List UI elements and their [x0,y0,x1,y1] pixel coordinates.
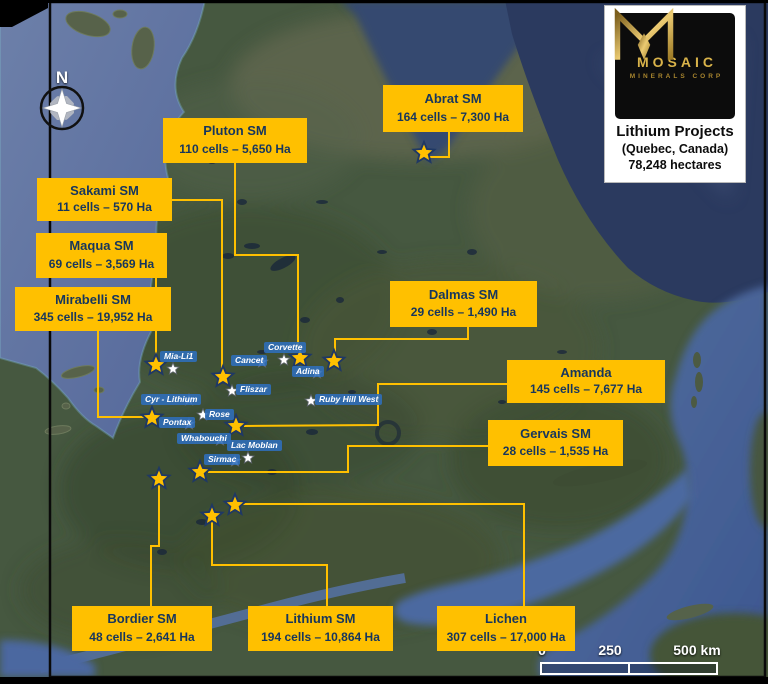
callout-maqua: Maqua SM 69 cells – 3,569 Ha [36,233,167,278]
callout-sakami: Sakami SM 11 cells – 570 Ha [37,178,172,221]
leader-dalmas [334,326,469,355]
project-name: Dalmas SM [428,286,499,302]
project-stats: 164 cells – 7,300 Ha [396,110,510,125]
leader-pluton [234,162,299,353]
leader-sakami [172,199,223,371]
project-name: Abrat SM [424,91,482,107]
deposit-label-mia-li1: Mia-Li1 [160,351,198,363]
project-stats: 28 cells – 1,535 Ha [502,444,609,459]
deposit-label-sirmac: Sirmac [204,454,241,466]
leader-lichen [242,503,525,606]
callout-abrat: Abrat SM 164 cells – 7,300 Ha [383,85,523,132]
compass-north-label: N [55,68,69,87]
project-stats: 145 cells – 7,677 Ha [529,382,643,397]
callout-lithium: Lithium SM 194 cells – 10,864 Ha [248,606,393,651]
callout-dalmas: Dalmas SM 29 cells – 1,490 Ha [390,281,537,327]
brand-subtitle: MINERALS CORP [629,72,724,80]
logo-card: MOSAIC MINERALS CORP Lithium Projects (Q… [604,5,746,183]
callout-lichen: Lichen 307 cells – 17,000 Ha [437,606,575,651]
islands [44,9,155,435]
callout-gervais: Gervais SM 28 cells – 1,535 Ha [488,420,623,466]
scale-tick-500: 500 km [673,642,721,658]
leader-lithium [211,522,328,606]
mosaic-logo: MOSAIC MINERALS CORP [614,7,735,119]
leader-bordier [150,485,160,606]
project-name: Gervais SM [520,425,591,441]
leader-gervais [208,445,488,473]
callout-amanda: Amanda 145 cells – 7,677 Ha [507,360,665,403]
estuary-water [394,468,692,626]
card-total-area: 78,248 hectares [628,158,722,172]
gulf-water [538,285,768,684]
card-region: (Quebec, Canada) [621,142,729,156]
project-name: Lithium SM [285,611,356,627]
leader-abrat [430,131,450,158]
leader-mirabelli [97,330,145,418]
project-name: Maqua SM [69,238,134,254]
scale-tick-250: 250 [598,642,622,658]
deposit-label-adina: Adina [292,366,324,378]
card-title: Lithium Projects [616,123,734,140]
project-stats: 307 cells – 17,000 Ha [446,629,566,644]
project-stats: 11 cells – 570 Ha [57,200,152,215]
brand-name: MOSAIC [637,53,717,70]
project-stats: 29 cells – 1,490 Ha [410,305,517,320]
deposit-label-lac-moblan: Lac Moblan [227,440,282,452]
callout-bordier: Bordier SM 48 cells – 2,641 Ha [72,606,212,651]
mosaic-m-icon [614,7,674,60]
bottom-edge [0,677,768,684]
scale-bar [540,662,718,675]
deposit-label-whabouchi: Whabouchi [177,433,231,445]
project-stats: 194 cells – 10,864 Ha [261,629,380,644]
callout-mirabelli: Mirabelli SM 345 cells – 19,952 Ha [15,287,171,331]
corner-black [0,0,48,27]
deposit-label-rose: Rose [205,409,234,421]
deposit-label-corvette: Corvette [264,342,307,354]
deposit-label-fliszar: Fliszar [236,384,271,396]
project-name: Bordier SM [107,611,177,627]
callout-pluton: Pluton SM 110 cells – 5,650 Ha [163,118,307,163]
top-edge [0,0,768,3]
compass-rose-icon [39,85,85,131]
project-name: Mirabelli SM [55,292,131,308]
deposit-label-pontax: Pontax [159,417,196,429]
deposit-label-cyr-lithium: Cyr - Lithium [141,394,202,406]
project-stats: 110 cells – 5,650 Ha [179,141,291,156]
deposit-label-cancet: Cancet [231,355,268,367]
gulf-islands [553,352,768,684]
project-stats: 69 cells – 3,569 Ha [48,256,155,271]
project-name: Lichen [485,611,527,627]
project-stats: 345 cells – 19,952 Ha [33,310,153,325]
ungava-bay-water [340,0,545,163]
project-name: Amanda [560,364,612,380]
project-name: Sakami SM [70,182,139,198]
deposit-label-ruby-hill-west: Ruby Hill West [315,394,383,406]
project-name: Pluton SM [203,123,267,139]
project-stats: 48 cells – 2,641 Ha [89,629,195,644]
bottom-left-water [0,640,95,677]
